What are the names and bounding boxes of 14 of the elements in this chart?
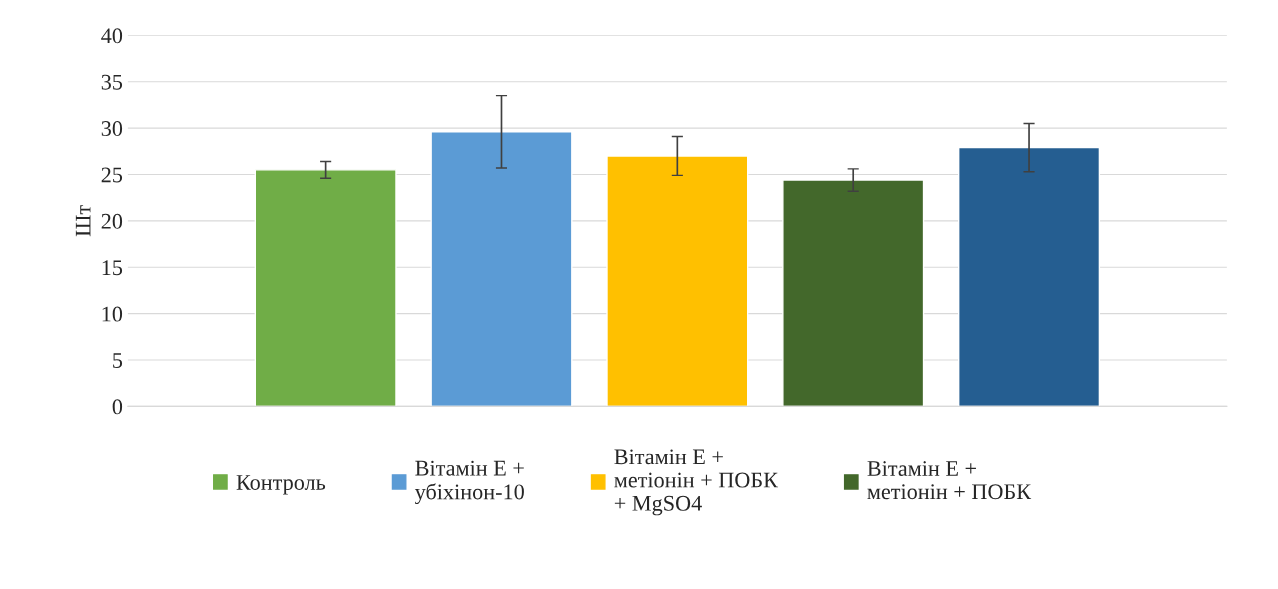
legend-label: Вітамін Е + метіонін + ПОБК bbox=[867, 461, 1032, 500]
y-tick-label: 15 bbox=[102, 260, 123, 276]
y-tick-label: 25 bbox=[101, 167, 123, 183]
legend-label: Вітамін Е + метіонін + ПОБК + MgSO4 bbox=[614, 449, 779, 516]
legend-label: Вітамін Е + убіхінон-10 bbox=[414, 460, 524, 505]
y-tick-label: 10 bbox=[102, 306, 123, 322]
y-tick-label: 40 bbox=[101, 28, 123, 44]
y-tick-label: 5 bbox=[113, 353, 123, 368]
y-tick-label: 35 bbox=[101, 74, 123, 90]
legend-label: Контроль bbox=[236, 475, 326, 495]
y-tick-label: 0 bbox=[112, 399, 123, 415]
y-tick-label: 20 bbox=[101, 213, 123, 229]
y-tick-label: 30 bbox=[101, 121, 123, 137]
y-axis-title: Шт bbox=[75, 205, 91, 237]
